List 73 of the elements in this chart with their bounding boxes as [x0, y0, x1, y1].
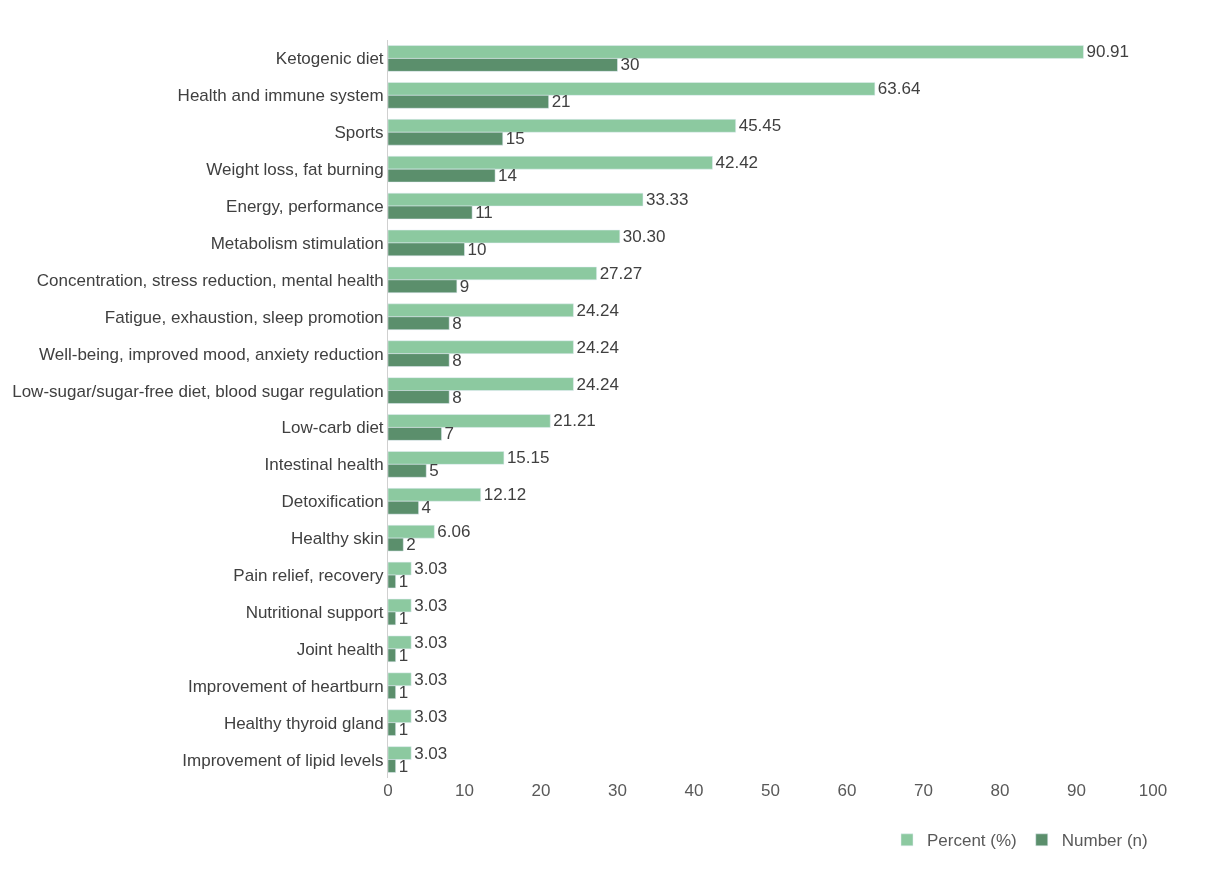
- data-label: 15: [505, 129, 525, 149]
- data-label: 45.45: [738, 116, 782, 136]
- data-label: 30.30: [622, 226, 666, 246]
- data-label: 4: [421, 498, 432, 518]
- legend-label: Percent (%): [927, 831, 1017, 851]
- data-label: 1: [398, 608, 409, 628]
- x-tick-label: 20: [531, 781, 551, 800]
- y-tick-label: Improvement of lipid levels: [182, 750, 384, 770]
- y-tick-label: Ketogenic diet: [275, 49, 384, 69]
- x-tick-label: 90: [1067, 781, 1086, 800]
- data-label: 1: [398, 645, 409, 665]
- data-label: 30: [620, 55, 640, 75]
- data-label: 42.42: [715, 153, 759, 173]
- data-label: 21: [551, 92, 571, 112]
- y-tick-label: Healthy thyroid gland: [223, 713, 384, 733]
- data-label: 12.12: [483, 485, 527, 505]
- x-tick-label: 0: [383, 781, 393, 800]
- y-tick-label: Healthy skin: [290, 529, 384, 549]
- y-tick-label: Detoxification: [281, 492, 384, 512]
- data-label: 8: [452, 387, 462, 407]
- x-tick-label: 30: [608, 781, 627, 800]
- data-label: 15.15: [506, 448, 550, 468]
- data-label: 63.64: [877, 79, 921, 99]
- y-tick-label: Metabolism stimulation: [210, 233, 384, 253]
- data-label: 24.24: [576, 374, 619, 394]
- y-tick-label: Pain relief, recovery: [233, 566, 385, 585]
- y-tick-label: Health and immune system: [177, 86, 384, 106]
- data-label: 1: [398, 682, 409, 702]
- data-label: 24.24: [576, 337, 619, 357]
- data-label: 90.91: [1086, 42, 1130, 62]
- data-label: 3.03: [414, 743, 448, 763]
- y-tick-label: Low-sugar/sugar-free diet, blood sugar regulation: [12, 381, 384, 401]
- data-label: 21.21: [553, 411, 596, 431]
- data-label: 3.03: [414, 632, 448, 652]
- data-label: 9: [459, 276, 470, 296]
- data-label: 6.06: [437, 522, 471, 542]
- data-label: 1: [398, 719, 409, 739]
- data-label: 10: [467, 239, 487, 259]
- y-tick-label: Well-being, improved mood, anxiety reduction: [39, 344, 384, 364]
- data-label: 3.03: [414, 559, 448, 579]
- data-label: 8: [452, 350, 462, 370]
- y-tick-label: Nutritional support: [245, 602, 384, 622]
- y-tick-label: Energy, performance: [226, 197, 384, 216]
- data-label: 27.27: [599, 263, 643, 283]
- y-tick-label: Intestinal health: [264, 455, 384, 475]
- y-tick-label: Improvement of heartburn: [187, 676, 384, 696]
- data-label: 24.24: [576, 300, 619, 320]
- data-label: 3.03: [414, 706, 448, 726]
- x-tick-label: 10: [455, 781, 474, 800]
- data-label: 3.03: [414, 669, 448, 689]
- x-tick-label: 40: [684, 781, 704, 800]
- data-label: 3.03: [414, 595, 448, 615]
- x-tick-label: 70: [914, 781, 933, 800]
- y-tick-label: Low-carb diet: [281, 418, 384, 438]
- data-label: 2: [406, 535, 416, 555]
- data-label: 11: [475, 203, 493, 223]
- x-tick-label: 50: [761, 781, 780, 800]
- y-tick-label: Joint health: [296, 639, 384, 659]
- y-tick-label: Fatigue, exhaustion, sleep promotion: [104, 307, 384, 327]
- x-tick-label: 100: [1138, 781, 1168, 800]
- legend-label: Number (n): [1061, 831, 1148, 851]
- x-tick-label: 80: [990, 781, 1010, 800]
- data-label: 7: [444, 424, 455, 444]
- data-label: 8: [452, 313, 462, 333]
- y-tick-label: Sports: [334, 123, 384, 143]
- data-label: 14: [498, 166, 518, 186]
- data-label: 33.33: [645, 190, 689, 210]
- y-tick-label: Weight loss, fat burning: [206, 160, 384, 180]
- y-tick-label: Concentration, stress reduction, mental health: [36, 270, 384, 290]
- data-label: 1: [398, 572, 409, 592]
- data-label: 1: [398, 756, 409, 776]
- data-label: 5: [429, 461, 439, 481]
- x-tick-label: 60: [837, 781, 857, 800]
